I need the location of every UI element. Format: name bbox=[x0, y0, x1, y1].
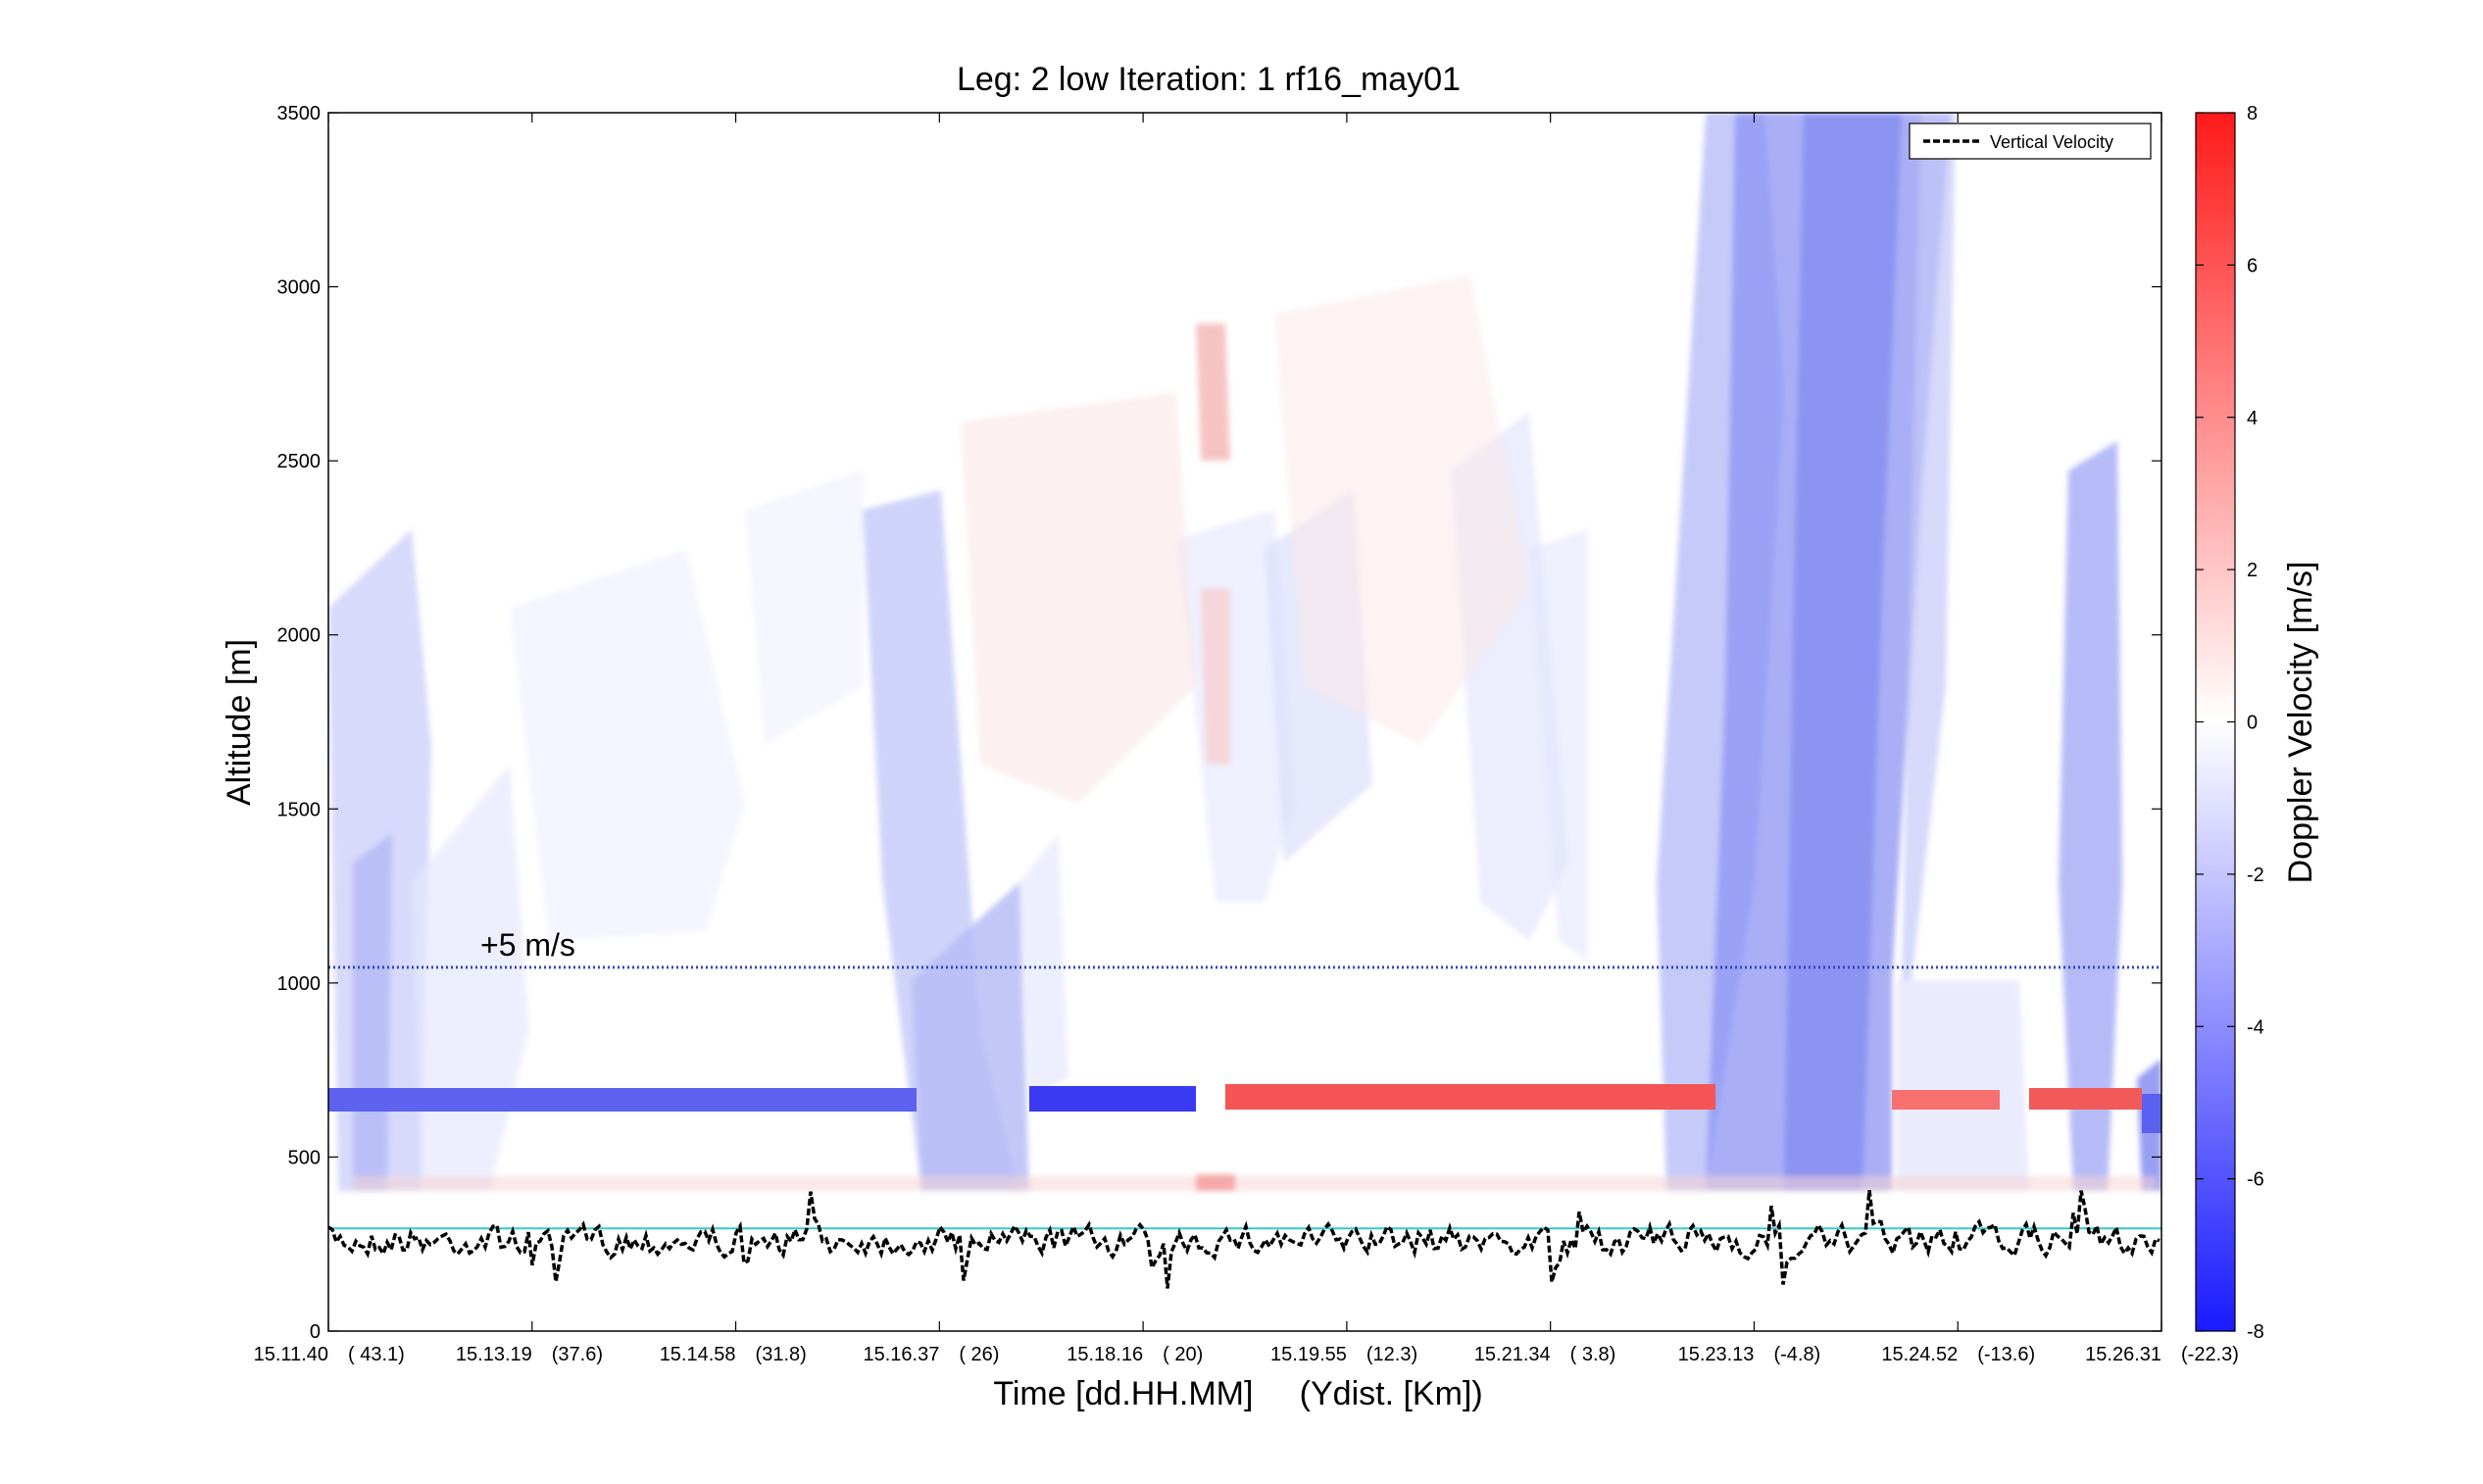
x-tick-ydist: ( 3.8) bbox=[1570, 1344, 1616, 1365]
colorbar-ticks: -8 -6 -4 -2 0 2 4 6 8 bbox=[2196, 103, 2264, 1343]
colorbar-label: Doppler Velocity [m/s] bbox=[2282, 562, 2319, 884]
x-tick-time: 15.21.34 bbox=[1474, 1344, 1551, 1365]
x-tick-time: 15.19.55 bbox=[1270, 1344, 1347, 1365]
x-tick-ydist: (31.8) bbox=[756, 1344, 807, 1365]
y-axis-label: Altitude [m] bbox=[221, 639, 258, 806]
y-axis-ticks: 0 500 1000 1500 2000 2500 3000 3500 bbox=[277, 103, 2161, 1343]
x-tick-ydist: ( 43.1) bbox=[348, 1344, 405, 1365]
x-tick-ydist: (-4.8) bbox=[1773, 1344, 1820, 1365]
y-tick-label: 2000 bbox=[277, 625, 322, 647]
colorbar-tick-label: 6 bbox=[2247, 255, 2258, 276]
colorbar-tick-label: -8 bbox=[2247, 1321, 2264, 1343]
x-tick-ydist: ( 26) bbox=[959, 1344, 999, 1365]
x-axis-ticks: 15.11.40 ( 43.1) 15.13.19 (37.6) 15.14.58 (31… bbox=[254, 113, 2239, 1365]
x-tick-time: 15.16.37 bbox=[863, 1344, 939, 1365]
colorbar-tick-label: -6 bbox=[2247, 1169, 2264, 1191]
y-tick-label: 3000 bbox=[277, 277, 322, 299]
legend: Vertical Velocity bbox=[1909, 123, 2152, 160]
y-tick-label: 1500 bbox=[277, 799, 322, 820]
plus-5-annotation: +5 m/s bbox=[480, 927, 575, 963]
vertical-velocity-line bbox=[328, 1190, 2160, 1289]
x-tick-time: 15.11.40 bbox=[254, 1344, 328, 1365]
y-tick-label: 3500 bbox=[277, 103, 322, 124]
x-axis-label: Time [dd.HH.MM] (Ydist. [Km]) bbox=[993, 1375, 1482, 1412]
y-tick-label: 500 bbox=[288, 1147, 321, 1168]
x-tick-time: 15.24.52 bbox=[1881, 1344, 1958, 1365]
x-tick-ydist: (-13.6) bbox=[1977, 1344, 2035, 1365]
x-tick-ydist: (37.6) bbox=[552, 1344, 603, 1365]
x-tick-time: 15.14.58 bbox=[660, 1344, 736, 1365]
y-tick-label: 0 bbox=[310, 1321, 321, 1343]
x-tick-ydist: (-22.3) bbox=[2181, 1344, 2239, 1365]
colorbar-tick-label: 4 bbox=[2247, 408, 2258, 429]
x-tick-time: 15.18.16 bbox=[1067, 1344, 1143, 1365]
legend-label: Vertical Velocity bbox=[1990, 132, 2113, 152]
colorbar-tick-label: -4 bbox=[2247, 1016, 2264, 1038]
x-tick-ydist: ( 20) bbox=[1163, 1344, 1203, 1365]
colorbar-tick-label: 0 bbox=[2247, 713, 2258, 734]
y-tick-label: 1000 bbox=[277, 973, 322, 995]
colorbar-tick-label: 8 bbox=[2247, 103, 2258, 124]
x-tick-time: 15.13.19 bbox=[456, 1344, 532, 1365]
y-tick-label: 2500 bbox=[277, 451, 322, 472]
colorbar-tick-label: 2 bbox=[2247, 560, 2258, 581]
colorbar-tick-label: -2 bbox=[2247, 865, 2264, 886]
x-tick-ydist: (12.3) bbox=[1366, 1344, 1417, 1365]
plot-frame bbox=[327, 112, 2162, 1332]
heatmap-field bbox=[328, 113, 2161, 1289]
x-tick-time: 15.26.31 bbox=[2085, 1344, 2161, 1365]
chart-title: Leg: 2 low Iteration: 1 rf16_may01 bbox=[957, 61, 1461, 98]
x-tick-time: 15.23.13 bbox=[1678, 1344, 1755, 1365]
